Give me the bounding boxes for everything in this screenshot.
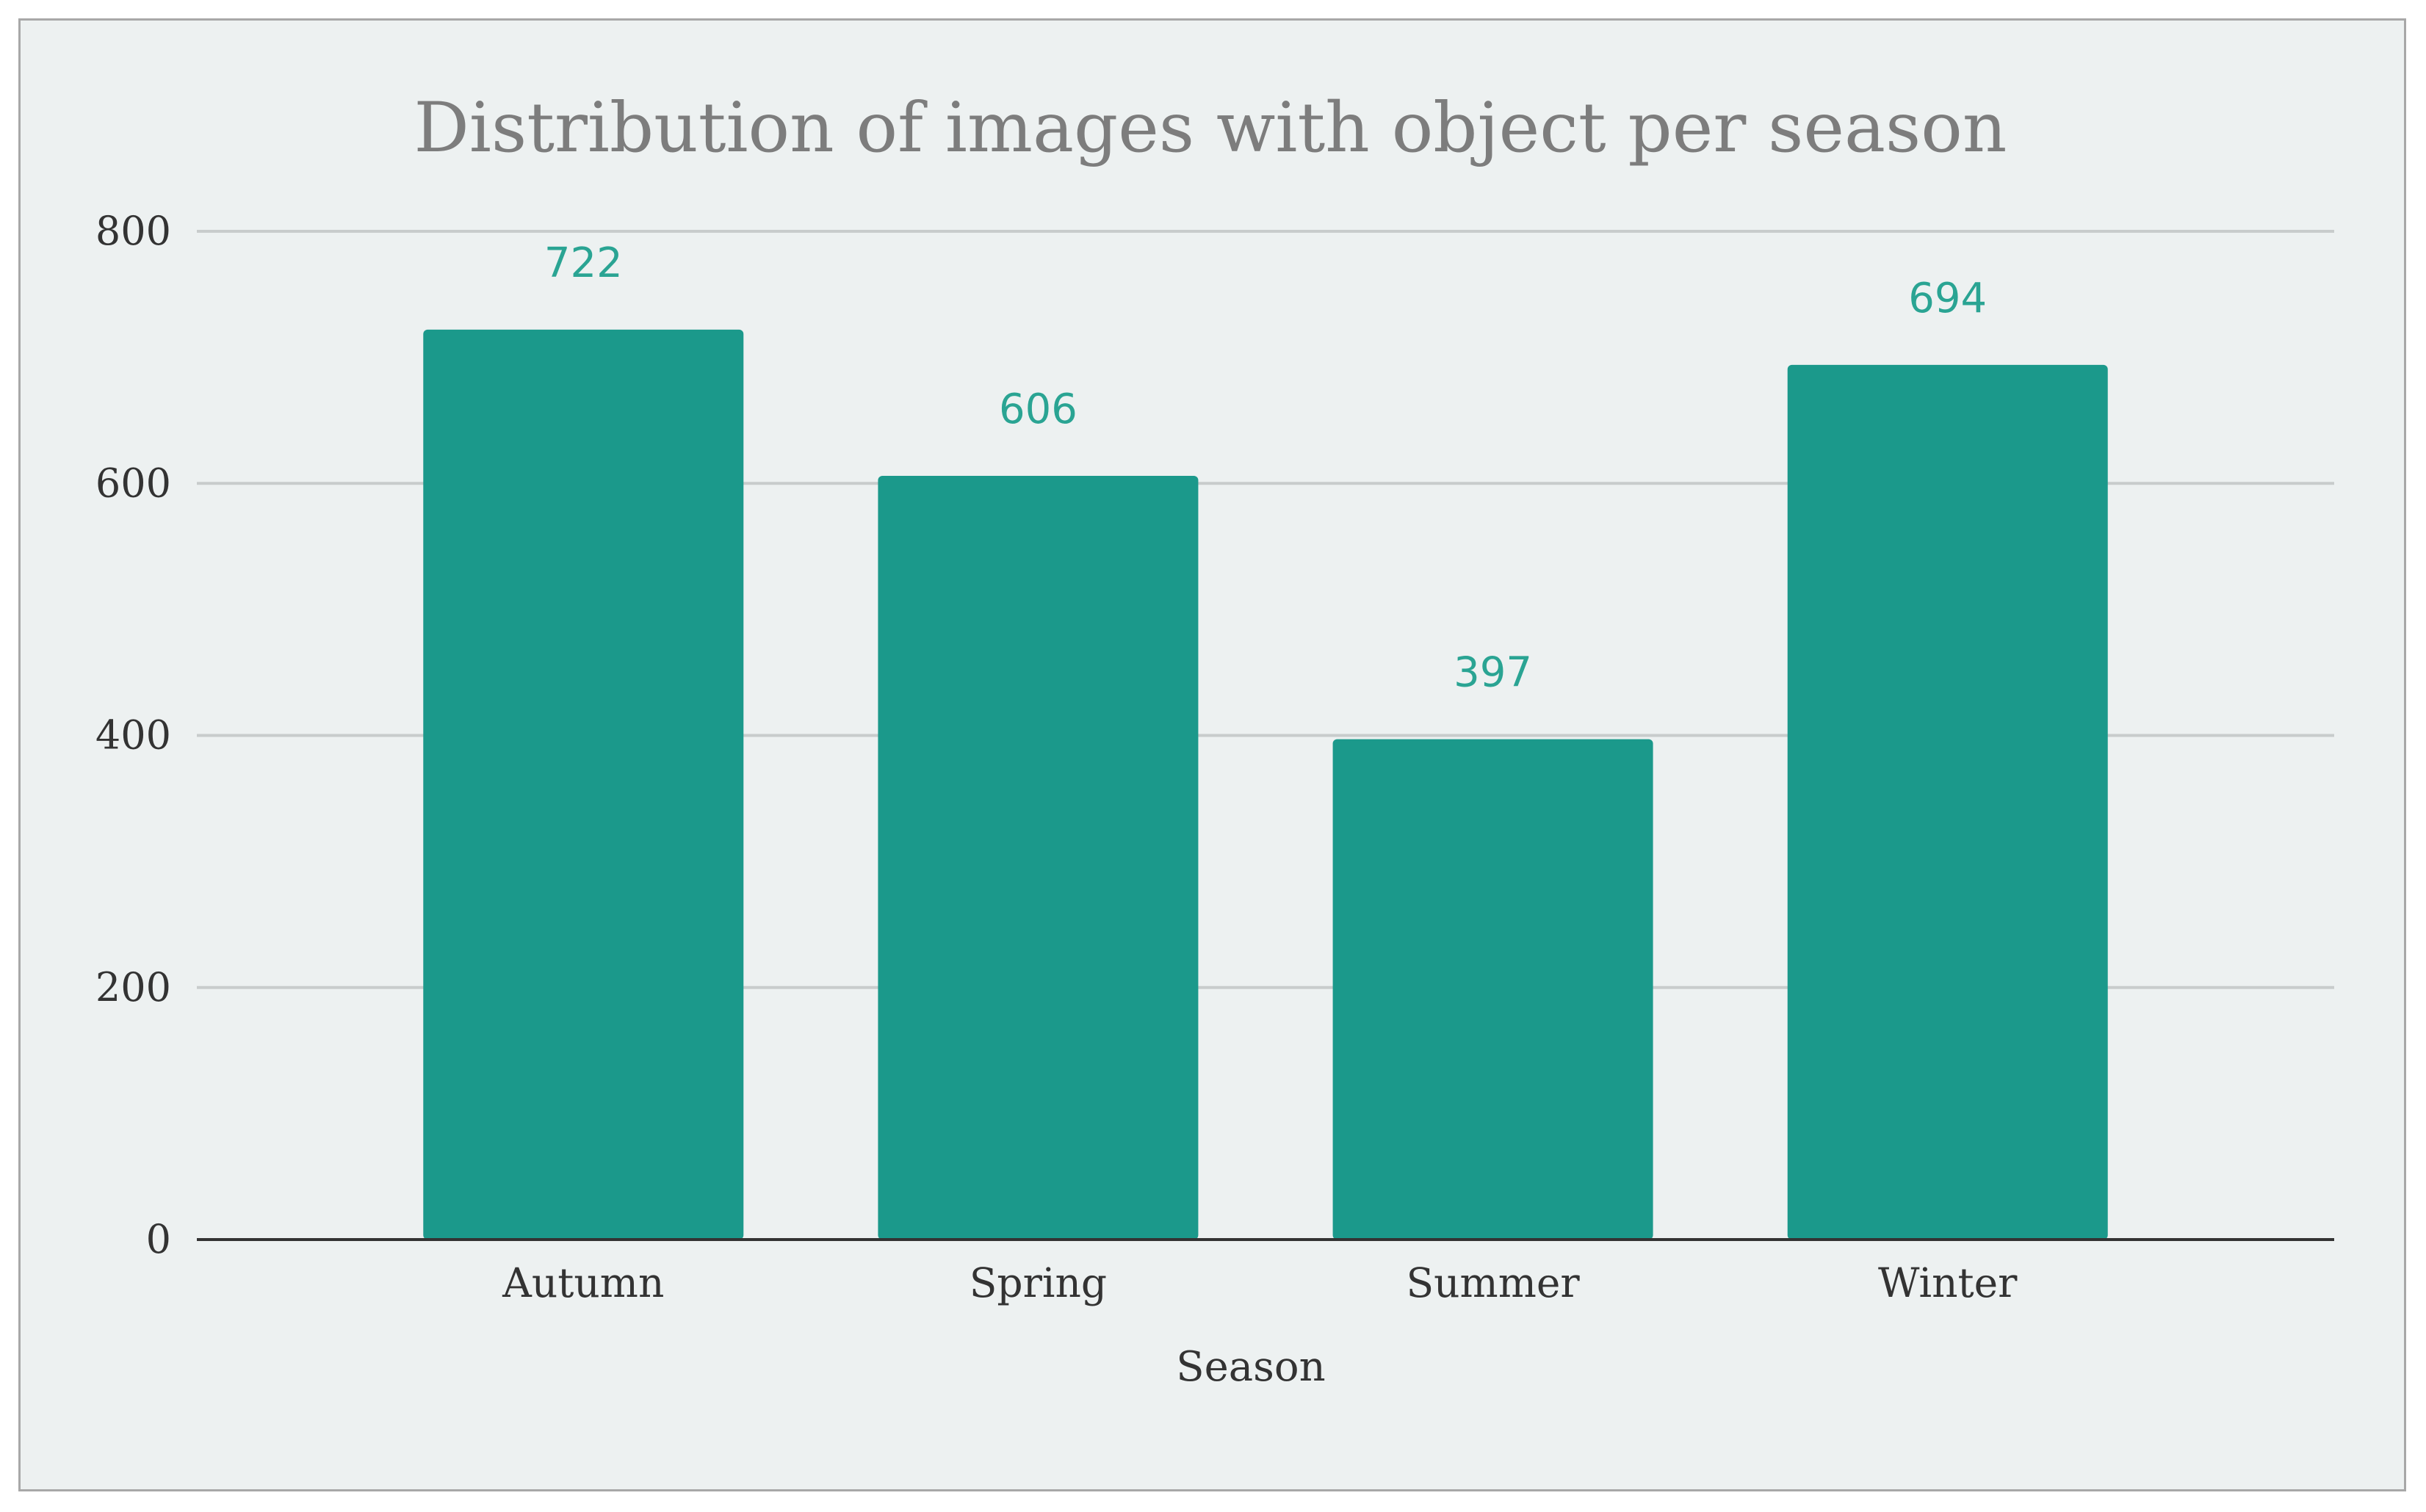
bar <box>1332 739 1653 1240</box>
x-tick-label: Winter <box>1878 1259 2018 1306</box>
x-tick-label: Autumn <box>502 1259 664 1306</box>
y-tick-label: 200 <box>95 964 171 1010</box>
data-label: 722 <box>544 239 623 287</box>
y-axis-ticks: 0 200 400 600 800 <box>95 208 171 1262</box>
y-tick-label: 400 <box>95 712 171 759</box>
bar <box>878 475 1199 1240</box>
bar-chart: 0 200 400 600 800 Autumn Spring Summer Winter 7… <box>95 88 2334 1391</box>
y-tick-label: 600 <box>95 460 171 506</box>
bar <box>423 329 744 1240</box>
bars <box>423 329 2108 1240</box>
data-label: 397 <box>1454 649 1532 697</box>
x-axis-ticks: Autumn Spring Summer Winter <box>502 1259 2018 1306</box>
y-tick-label: 800 <box>95 208 171 254</box>
data-label: 606 <box>999 386 1077 433</box>
x-axis-title: Season <box>1176 1343 1325 1391</box>
bar <box>1787 364 2108 1240</box>
chart-title: Distribution of images with object per s… <box>414 88 2007 168</box>
y-tick-label: 0 <box>146 1216 171 1262</box>
data-label: 694 <box>1908 275 1987 322</box>
x-tick-label: Summer <box>1406 1259 1580 1306</box>
x-tick-label: Spring <box>970 1259 1107 1306</box>
chart-frame: 0 200 400 600 800 Autumn Spring Summer Winter 7… <box>18 18 2406 1491</box>
data-labels: 722 606 397 694 <box>544 239 1987 697</box>
